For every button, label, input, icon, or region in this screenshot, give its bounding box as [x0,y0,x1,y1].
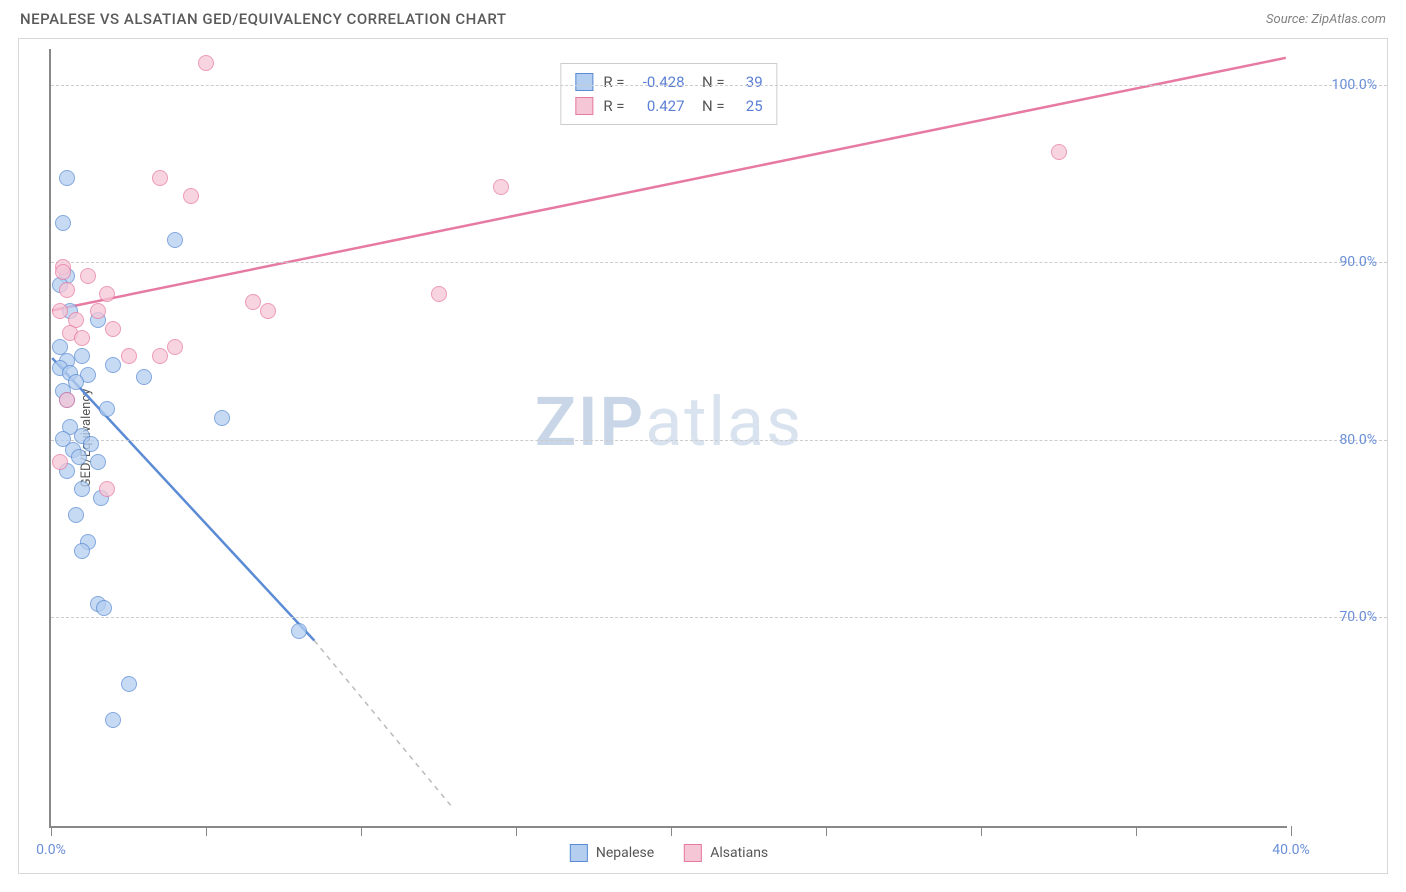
data-point [59,170,75,186]
legend-r-label: R = [603,94,624,118]
y-tick-label: 70.0% [1339,609,1377,625]
gridline [51,440,1387,441]
data-point [80,268,96,284]
x-tick [516,826,517,836]
legend-r-value: -0.428 [635,70,685,94]
data-point [245,294,261,310]
data-point [214,410,230,426]
x-tick-label: 40.0% [1272,842,1310,858]
watermark: ZIPatlas [535,382,803,462]
data-point [260,303,276,319]
series-legend-label: Alsatians [710,845,768,861]
x-tick [51,826,52,836]
data-point [431,286,447,302]
data-point [167,232,183,248]
plot-area: GED/Equivalency ZIPatlas R = -0.428 N = … [49,49,1287,828]
data-point [71,449,87,465]
data-point [59,392,75,408]
data-point [74,330,90,346]
series-legend: Nepalese Alsatians [570,844,768,862]
legend-swatch [575,97,593,115]
y-tick-label: 80.0% [1339,432,1377,448]
legend-swatch [575,73,593,91]
data-point [74,348,90,364]
data-point [493,179,509,195]
series-legend-item: Alsatians [684,844,768,862]
legend-swatch [684,844,702,862]
x-tick-label: 0.0% [36,842,66,858]
x-tick [206,826,207,836]
legend-row: R = 0.427 N = 25 [575,94,762,118]
data-point [68,507,84,523]
data-point [74,481,90,497]
series-legend-item: Nepalese [570,844,654,862]
data-point [136,369,152,385]
x-tick [1291,826,1292,836]
y-tick-label: 90.0% [1339,254,1377,270]
data-point [105,357,121,373]
data-point [55,215,71,231]
chart-header: NEPALESE VS ALSATIAN GED/EQUIVALENCY COR… [0,0,1406,32]
data-point [83,436,99,452]
data-point [152,348,168,364]
x-tick [1136,826,1137,836]
legend-swatch [570,844,588,862]
data-point [105,712,121,728]
data-point [99,286,115,302]
legend-n-label: N = [695,94,725,118]
gridline [51,85,1387,86]
data-point [291,623,307,639]
data-point [121,348,137,364]
data-point [99,481,115,497]
data-point [1051,144,1067,160]
data-point [55,264,71,280]
correlation-legend: R = -0.428 N = 39 R = 0.427 N = 25 [560,63,777,125]
data-point [52,454,68,470]
legend-n-value: 39 [735,70,763,94]
chart-container: GED/Equivalency ZIPatlas R = -0.428 N = … [18,38,1388,874]
y-tick-label: 100.0% [1332,77,1377,93]
chart-title: NEPALESE VS ALSATIAN GED/EQUIVALENCY COR… [20,10,506,28]
regression-lines-layer [51,49,1287,826]
data-point [52,303,68,319]
x-tick [826,826,827,836]
data-point [59,282,75,298]
watermark-light: atlas [645,382,803,462]
x-tick [671,826,672,836]
data-point [74,543,90,559]
watermark-bold: ZIP [535,382,645,462]
data-point [198,55,214,71]
data-point [90,303,106,319]
x-tick [361,826,362,836]
legend-row: R = -0.428 N = 39 [575,70,762,94]
data-point [167,339,183,355]
gridline [51,262,1387,263]
series-legend-label: Nepalese [596,845,654,861]
data-point [105,321,121,337]
gridline [51,617,1387,618]
source-attribution: Source: ZipAtlas.com [1266,12,1386,27]
data-point [152,170,168,186]
data-point [121,676,137,692]
legend-r-value: 0.427 [635,94,685,118]
legend-n-value: 25 [735,94,763,118]
legend-r-label: R = [603,70,624,94]
legend-n-label: N = [695,70,725,94]
data-point [183,188,199,204]
data-point [96,600,112,616]
data-point [90,454,106,470]
data-point [99,401,115,417]
x-tick [981,826,982,836]
